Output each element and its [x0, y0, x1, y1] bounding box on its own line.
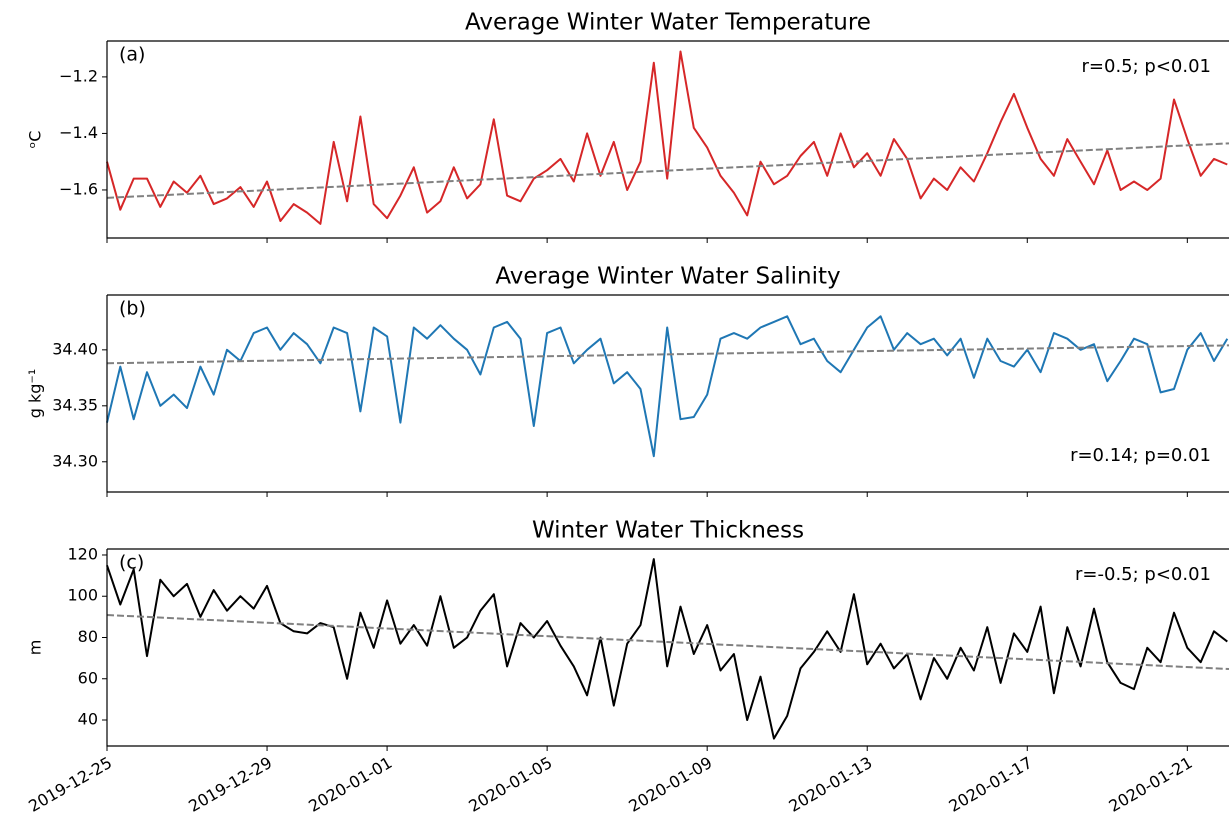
trend-line — [106, 344, 1229, 365]
x-tick-label: 2019-12-25 — [25, 753, 115, 816]
data-line — [106, 558, 1228, 740]
panel-label: (a) — [119, 44, 145, 66]
y-axis-label: m — [26, 640, 45, 656]
chart-title: Average Winter Water Salinity — [495, 264, 840, 290]
y-axis-label: g kg⁻¹ — [26, 369, 45, 419]
y-tick-label: 60 — [78, 668, 98, 687]
x-tick-label: 2020-01-09 — [625, 753, 715, 816]
y-tick-label: 34.35 — [52, 395, 98, 414]
trend-line — [106, 614, 1229, 671]
axes-frame — [106, 40, 1229, 239]
x-tick-label: 2020-01-13 — [785, 753, 875, 816]
x-tick-label: 2019-12-29 — [185, 753, 275, 816]
axes-frame — [106, 548, 1229, 747]
y-tick-label: −1.6 — [59, 179, 98, 198]
y-tick-label: 80 — [78, 627, 98, 646]
panel-label: (c) — [119, 552, 144, 574]
y-tick-label: 100 — [67, 586, 98, 605]
y-tick-label: 40 — [78, 710, 98, 729]
chart-title: Average Winter Water Temperature — [465, 10, 871, 36]
y-tick-label: −1.4 — [59, 123, 98, 142]
data-line — [106, 50, 1228, 225]
panel-label: (b) — [119, 298, 146, 320]
y-tick-label: −1.2 — [59, 66, 98, 85]
chart-title: Winter Water Thickness — [532, 518, 804, 544]
y-axis-label: ᵒC — [26, 131, 45, 149]
x-tick-label: 2020-01-21 — [1106, 753, 1196, 816]
y-tick-label: 34.30 — [52, 451, 98, 470]
axes-frame — [106, 294, 1229, 493]
x-tick-label: 2020-01-05 — [465, 753, 555, 816]
stat-annotation: r=0.14; p=0.01 — [1070, 445, 1211, 466]
y-tick-label: 120 — [67, 544, 98, 563]
stat-annotation: r=0.5; p<0.01 — [1082, 56, 1211, 77]
trend-line — [106, 142, 1229, 199]
y-tick-label: 34.40 — [52, 339, 98, 358]
stat-annotation: r=-0.5; p<0.01 — [1075, 564, 1211, 585]
x-tick-label: 2020-01-17 — [945, 753, 1035, 816]
x-tick-label: 2020-01-01 — [305, 753, 395, 816]
data-line — [106, 315, 1229, 458]
